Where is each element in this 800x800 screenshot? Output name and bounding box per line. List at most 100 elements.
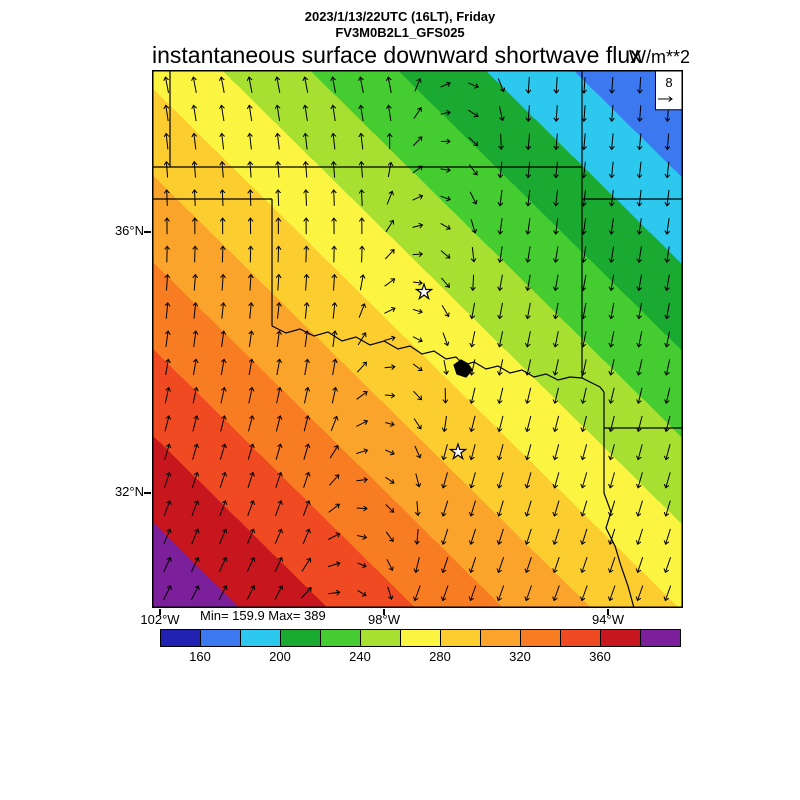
minmax-label: Min= 159.9 Max= 389 — [200, 608, 326, 623]
wind-arrow — [305, 77, 308, 93]
wind-arrow — [497, 78, 503, 92]
wind-arrow — [528, 189, 530, 206]
wind-arrow — [471, 359, 476, 375]
wind-arrow — [385, 220, 393, 233]
wind-arrow — [638, 585, 644, 601]
wind-arrow — [328, 563, 340, 568]
wind-arrow — [191, 501, 198, 516]
wind-arrow — [194, 331, 196, 347]
wind-arrow — [527, 302, 531, 319]
wind-arrow — [665, 557, 672, 572]
wind-arrow — [667, 274, 670, 291]
wind-arrow — [584, 189, 586, 206]
lat-tick-mark — [144, 231, 151, 233]
wind-arrow — [582, 585, 588, 601]
colorbar-segment — [520, 629, 561, 647]
wind-arrow — [639, 161, 641, 178]
wind-arrow — [583, 331, 587, 347]
lon-tick-mark — [159, 609, 161, 615]
wind-arrow — [162, 586, 170, 601]
wind-arrow — [667, 189, 669, 206]
wind-arrow — [412, 282, 422, 283]
wind-arrow — [610, 500, 616, 516]
wind-arrow — [306, 190, 307, 206]
lon-tick-label: 98°W — [368, 612, 400, 627]
wind-arrow — [413, 108, 421, 119]
wind-arrow — [278, 190, 279, 206]
wind-arrow — [328, 592, 339, 594]
wind-arrow — [554, 557, 560, 572]
colorbar-segment — [320, 629, 361, 647]
wind-arrow — [388, 77, 391, 93]
wind-arrow — [440, 83, 451, 88]
wind-arrow — [528, 161, 530, 178]
wind-arrow — [357, 333, 366, 346]
wind-arrow — [386, 191, 392, 205]
wind-arrow — [526, 557, 532, 572]
wind-arrow — [356, 450, 367, 454]
wind-arrow — [302, 501, 309, 516]
wind-arrow — [250, 162, 251, 178]
wind-arrow — [638, 528, 644, 544]
wind-arrow — [302, 529, 309, 545]
wind-arrow — [498, 557, 505, 572]
wind-arrow — [639, 302, 643, 319]
wind-arrow — [555, 444, 560, 459]
wind-arrow — [528, 246, 531, 262]
wind-arrow — [334, 275, 335, 291]
wind-arrow — [665, 585, 672, 601]
wind-arrow — [611, 218, 613, 234]
colorbar-segment — [240, 629, 281, 647]
wind-arrow — [220, 359, 224, 376]
wind-arrow — [468, 164, 477, 175]
wind-arrow — [470, 219, 475, 233]
wind-arrow — [555, 415, 560, 432]
wind-arrow — [194, 275, 195, 291]
wind-arrow — [554, 585, 560, 601]
wind-arrow — [638, 557, 644, 572]
colorbar-tick-label: 320 — [509, 649, 531, 664]
wind-arrow — [247, 444, 253, 460]
wind-arrow — [191, 473, 197, 488]
lon-tick-label: 94°W — [592, 612, 624, 627]
wind-arrow — [387, 162, 391, 178]
wind-arrow — [276, 359, 280, 376]
wind-arrow — [612, 105, 613, 121]
wind-arrow — [384, 367, 395, 368]
wind-arrow — [583, 387, 587, 404]
wind-arrow — [640, 76, 641, 93]
wind-arrow — [526, 528, 532, 544]
wind-arrow — [471, 557, 477, 572]
wind-arrow — [384, 279, 395, 287]
wind-arrow — [195, 246, 196, 263]
wind-arrow — [362, 246, 363, 263]
wind-arrow — [612, 133, 614, 150]
wind-arrow — [610, 557, 616, 572]
wind-arrow — [333, 162, 334, 178]
wind-arrow — [193, 77, 196, 93]
wind-arrow — [666, 528, 671, 544]
valid-time-title: 2023/1/13/22UTC (16LT), Friday — [304, 9, 496, 24]
wind-arrow — [582, 472, 588, 487]
wind-arrow — [165, 359, 169, 376]
wind-arrow — [583, 274, 587, 291]
wind-arrow — [528, 133, 530, 150]
lat-tick-label: 32°N — [114, 484, 144, 499]
wind-arrow — [166, 331, 168, 347]
wind-arrow — [666, 387, 671, 404]
wind-arrow — [639, 274, 642, 291]
wind-arrow — [221, 105, 224, 122]
wind-arrow — [195, 190, 196, 206]
wind-arrow — [356, 392, 367, 400]
wind-arrow — [468, 109, 478, 116]
wind-arrow — [250, 134, 252, 150]
wind-arrow — [441, 304, 449, 316]
wind-arrow — [500, 246, 502, 262]
wind-arrow — [166, 162, 167, 178]
wind-arrow — [667, 246, 669, 262]
wind-arrow — [412, 336, 422, 342]
wind-arrow — [526, 585, 532, 601]
wind-arrow — [610, 585, 616, 601]
wind-arrow — [384, 338, 395, 341]
wind-arrow — [334, 190, 335, 206]
